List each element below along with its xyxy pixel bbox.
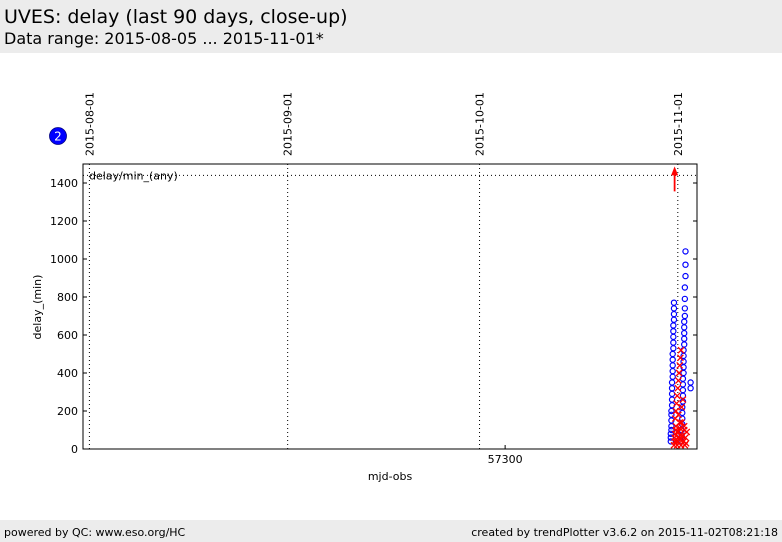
data-point-red-stroke: [676, 354, 684, 362]
y-tick-label: 600: [57, 329, 78, 342]
data-point-red-stroke: [682, 434, 689, 442]
data-point-blue: [668, 426, 675, 434]
data-point-red-stroke: [676, 424, 684, 432]
y-axis-label: delay_(min): [31, 275, 44, 340]
data-point-red-stroke: [673, 399, 680, 407]
data-point-red-stroke: [674, 384, 682, 392]
data-point-red: [679, 396, 687, 404]
data-point-blue: [667, 434, 674, 441]
y-tick-label: 1200: [50, 215, 78, 228]
data-point-blue: [667, 430, 674, 437]
data-point-red-stroke: [676, 361, 684, 369]
data-point-red: [676, 361, 684, 369]
data-point-red: [673, 399, 680, 407]
delay-chart: 2 0 200 400 600 800 1000 1200 1400 57300 2015-0…: [31, 92, 698, 483]
page-footer: powered by QC: www.eso.org/HC created by…: [0, 520, 782, 542]
data-point-red-stroke: [674, 411, 682, 419]
data-point-blue: [681, 284, 689, 291]
data-point-red: [676, 354, 684, 362]
data-point-red-stroke: [674, 428, 682, 436]
data-point-red-stroke: [678, 403, 686, 411]
y-tick-label: 800: [57, 291, 78, 304]
data-point-blue: [681, 312, 689, 320]
data-point-blue: [668, 411, 675, 418]
y-tick-label: 400: [57, 367, 78, 380]
data-point-blue: [682, 248, 689, 255]
data-point-blue: [682, 261, 689, 268]
data-point-red: [683, 428, 691, 436]
data-point-red: [676, 424, 684, 432]
data-range-subtitle: Data range: 2015-08-05 ... 2015-11-01*: [4, 29, 324, 48]
data-point-red-stroke: [676, 418, 684, 426]
data-point-red-stroke: [679, 396, 687, 404]
count-badge-text: 2: [54, 130, 62, 144]
footer-credit: powered by QC: www.eso.org/HC: [4, 526, 186, 539]
data-point-red: [682, 439, 690, 447]
data-point-blue: [667, 438, 674, 445]
y-tick-label: 200: [57, 405, 78, 418]
data-point-blue: [682, 272, 689, 280]
data-point-red: [675, 369, 683, 377]
data-point-red: [682, 434, 689, 442]
data-point-red-stroke: [676, 432, 684, 440]
data-point-red-stroke: [673, 428, 681, 436]
data-point-red-stroke: [682, 439, 690, 447]
data-point-blue: [681, 295, 689, 303]
data-point-red: [673, 392, 681, 400]
date-marker-label: 2015-08-01: [83, 92, 96, 156]
x-tick-label: 57300: [488, 453, 523, 466]
data-point-red: [680, 422, 688, 430]
date-marker-label: 2015-09-01: [282, 92, 295, 156]
data-point-red: [676, 432, 684, 440]
date-marker-label: 2015-11-01: [672, 92, 685, 156]
data-point-red-stroke: [675, 369, 683, 377]
footer-generator: created by trendPlotter v3.6.2 on 2015-1…: [471, 526, 778, 539]
page-header: UVES: delay (last 90 days, close-up) Dat…: [0, 0, 782, 53]
data-point-red: [678, 403, 686, 411]
outlier-arrow-head: [671, 166, 679, 176]
date-marker-label: 2015-10-01: [474, 92, 487, 156]
data-point-red: [672, 407, 680, 415]
y-tick-label: 1000: [50, 253, 78, 266]
data-point-red: [674, 411, 682, 419]
data-point-blue: [670, 299, 678, 306]
data-point-red-stroke: [680, 422, 688, 430]
data-point-red-stroke: [678, 418, 686, 426]
data-point-red: [677, 346, 685, 354]
y-tick-label: 0: [71, 443, 78, 456]
y-tick-label: 1400: [50, 177, 78, 190]
count-badge: 2: [49, 127, 67, 145]
data-point-red-stroke: [677, 346, 685, 354]
data-point-red-stroke: [674, 377, 682, 385]
data-point-red-stroke: [673, 392, 681, 400]
page-title: UVES: delay (last 90 days, close-up): [4, 6, 348, 28]
data-point-blue: [687, 379, 694, 386]
data-point-red: [674, 377, 682, 385]
data-point-red-stroke: [683, 428, 691, 436]
reference-line-label: delay/min_(any): [89, 169, 178, 182]
data-point-red: [674, 384, 682, 392]
x-axis-label: mjd-obs: [368, 470, 413, 483]
data-point-red-stroke: [672, 407, 680, 415]
plot-frame: [82, 163, 698, 450]
data-point-red: [678, 418, 686, 426]
data-point-blue: [681, 305, 689, 312]
